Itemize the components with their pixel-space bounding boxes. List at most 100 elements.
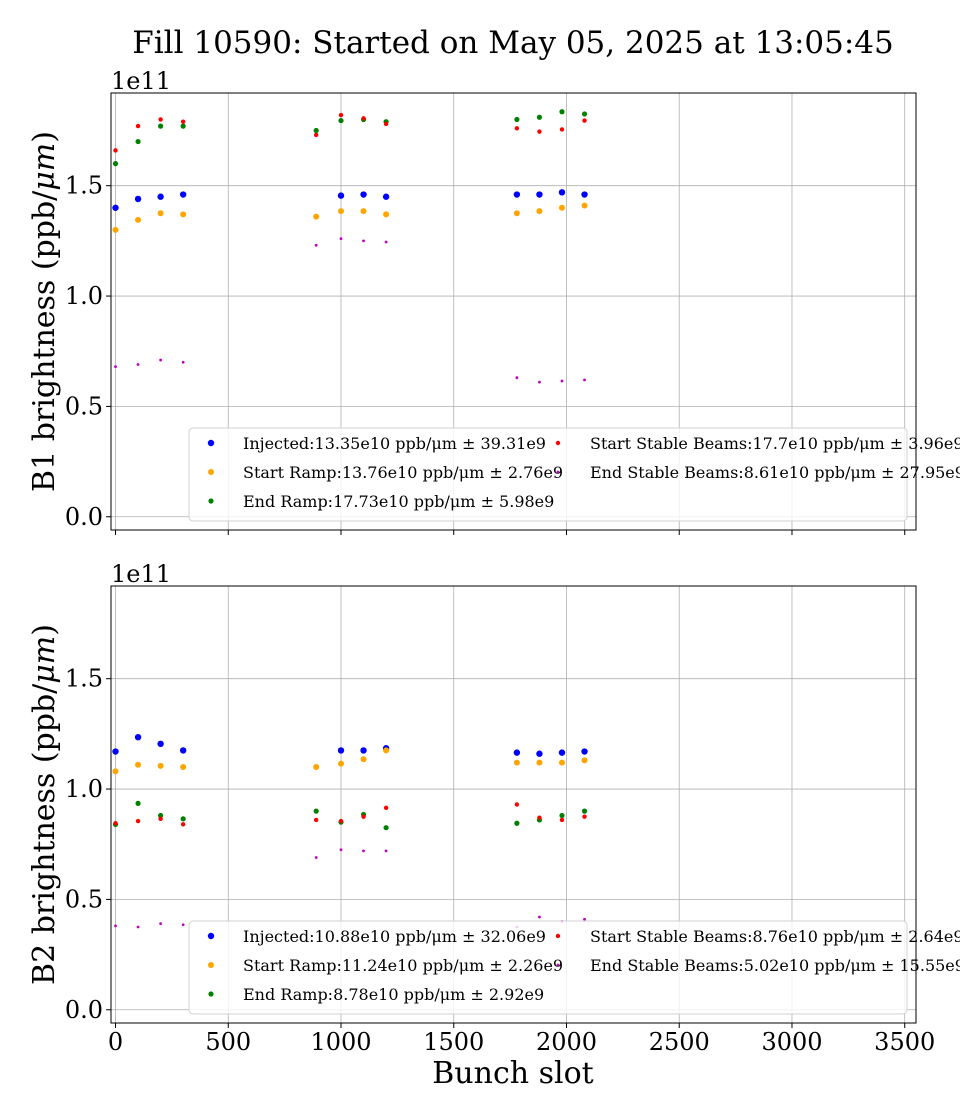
series-start-ramp <box>112 747 588 775</box>
data-point <box>338 208 344 215</box>
x-tick-label: 3500 <box>874 1028 935 1056</box>
data-point <box>382 193 390 200</box>
data-point <box>581 808 588 814</box>
data-point <box>384 240 388 244</box>
data-point <box>179 747 187 754</box>
data-point <box>313 127 319 134</box>
legend-marker <box>555 933 561 939</box>
data-point <box>362 849 365 853</box>
legend-marker <box>556 963 560 967</box>
x-tick-label: 1500 <box>423 1028 484 1056</box>
y-axis-label: B1 brightness (ppb/μm) <box>27 131 62 492</box>
y-tick-label: 1.0 <box>65 282 103 310</box>
y-tick-label: 0.5 <box>65 885 103 913</box>
data-point <box>514 116 520 123</box>
legend-box <box>188 920 908 1015</box>
data-point <box>157 193 164 200</box>
data-point <box>338 760 344 767</box>
data-point <box>134 733 142 741</box>
data-point <box>536 759 543 766</box>
data-point <box>112 748 119 755</box>
data-point <box>157 740 164 748</box>
data-point <box>537 129 542 134</box>
legend-entry: Start Ramp:11.24e10 ppb/μm ± 2.26e9 <box>243 956 563 975</box>
legend-entry: Start Ramp:13.76e10 ppb/μm ± 2.76e9 <box>243 463 563 482</box>
panel-b2: 0 500 1000 1500 2000 2500 3000 3500 0.0 0.5 1.0 1.5… <box>27 560 960 1056</box>
y-axis-label: B2 brightness (ppb/μm) <box>27 624 62 985</box>
data-point <box>313 132 319 138</box>
data-point <box>337 192 345 199</box>
series-start-ramp <box>112 202 588 233</box>
data-point <box>536 750 543 757</box>
series-end-ramp <box>112 109 588 167</box>
legend-entry: End Stable Beams:5.02e10 ppb/μm ± 15.55e… <box>590 956 960 975</box>
data-point <box>158 816 163 822</box>
data-point <box>157 762 164 769</box>
y-tick-label: 0.0 <box>65 996 103 1024</box>
data-point <box>112 161 119 167</box>
legend-entry: End Ramp:8.78e10 ppb/μm ± 2.92e9 <box>243 985 544 1004</box>
legend-marker <box>208 498 214 504</box>
data-point <box>112 226 119 233</box>
data-point <box>157 210 164 217</box>
data-point <box>360 756 367 763</box>
data-point <box>113 148 118 153</box>
panel-b1: 0.0 0.5 1.0 1.5 1e11 B1 brightness (ppb/μm) In… <box>27 67 960 535</box>
data-point <box>558 189 566 196</box>
series-end-stable-beams <box>114 237 586 384</box>
data-point <box>314 243 318 247</box>
axes-frame <box>110 92 917 531</box>
data-point <box>538 915 541 919</box>
legend-marker <box>207 932 215 940</box>
data-point <box>514 802 520 807</box>
legend: Injected:13.35e10 ppb/μm ± 39.31e9 Start … <box>188 427 960 522</box>
data-point <box>538 380 541 384</box>
data-point <box>581 757 588 764</box>
data-point <box>114 924 117 928</box>
data-point <box>360 208 367 215</box>
y-multiplier-label: 1e11 <box>111 560 171 588</box>
data-point <box>383 825 389 831</box>
data-point <box>135 818 141 824</box>
data-point <box>513 759 520 766</box>
data-point <box>515 376 519 380</box>
data-point <box>514 126 520 131</box>
legend-marker <box>208 991 214 997</box>
data-point <box>558 204 565 211</box>
data-point <box>581 202 588 209</box>
legend-marker <box>208 962 214 968</box>
data-point <box>559 812 565 819</box>
y-tick-label: 1.5 <box>65 665 103 693</box>
data-point <box>135 138 141 145</box>
y-tick-label: 0.5 <box>65 392 103 420</box>
data-point <box>180 123 186 129</box>
x-tick-label: 0 <box>108 1028 123 1056</box>
series-start-stable-beams <box>113 802 587 827</box>
data-point <box>113 821 118 826</box>
data-point <box>582 814 587 819</box>
data-point <box>581 191 588 198</box>
data-point <box>134 195 142 203</box>
data-point <box>112 768 119 775</box>
data-point <box>360 747 367 754</box>
data-point <box>180 822 186 827</box>
data-point <box>114 365 117 369</box>
data-point <box>135 800 141 806</box>
x-tick-label: 3000 <box>761 1028 822 1056</box>
data-point <box>339 848 343 852</box>
data-point <box>560 379 564 383</box>
data-point <box>536 114 543 120</box>
data-point <box>513 749 521 756</box>
data-point <box>383 121 389 127</box>
data-point <box>513 191 521 198</box>
figure-title: Fill 10590: Started on May 05, 2025 at 1… <box>132 25 894 61</box>
x-tick-label: 2500 <box>649 1028 710 1056</box>
series-start-stable-beams <box>113 112 587 153</box>
series-end-stable-beams <box>114 848 586 929</box>
data-point <box>337 747 345 754</box>
y-tick-label: 1.5 <box>65 172 103 200</box>
series-injected <box>112 733 588 757</box>
legend-marker <box>207 439 215 447</box>
axes-frame <box>110 585 917 1024</box>
